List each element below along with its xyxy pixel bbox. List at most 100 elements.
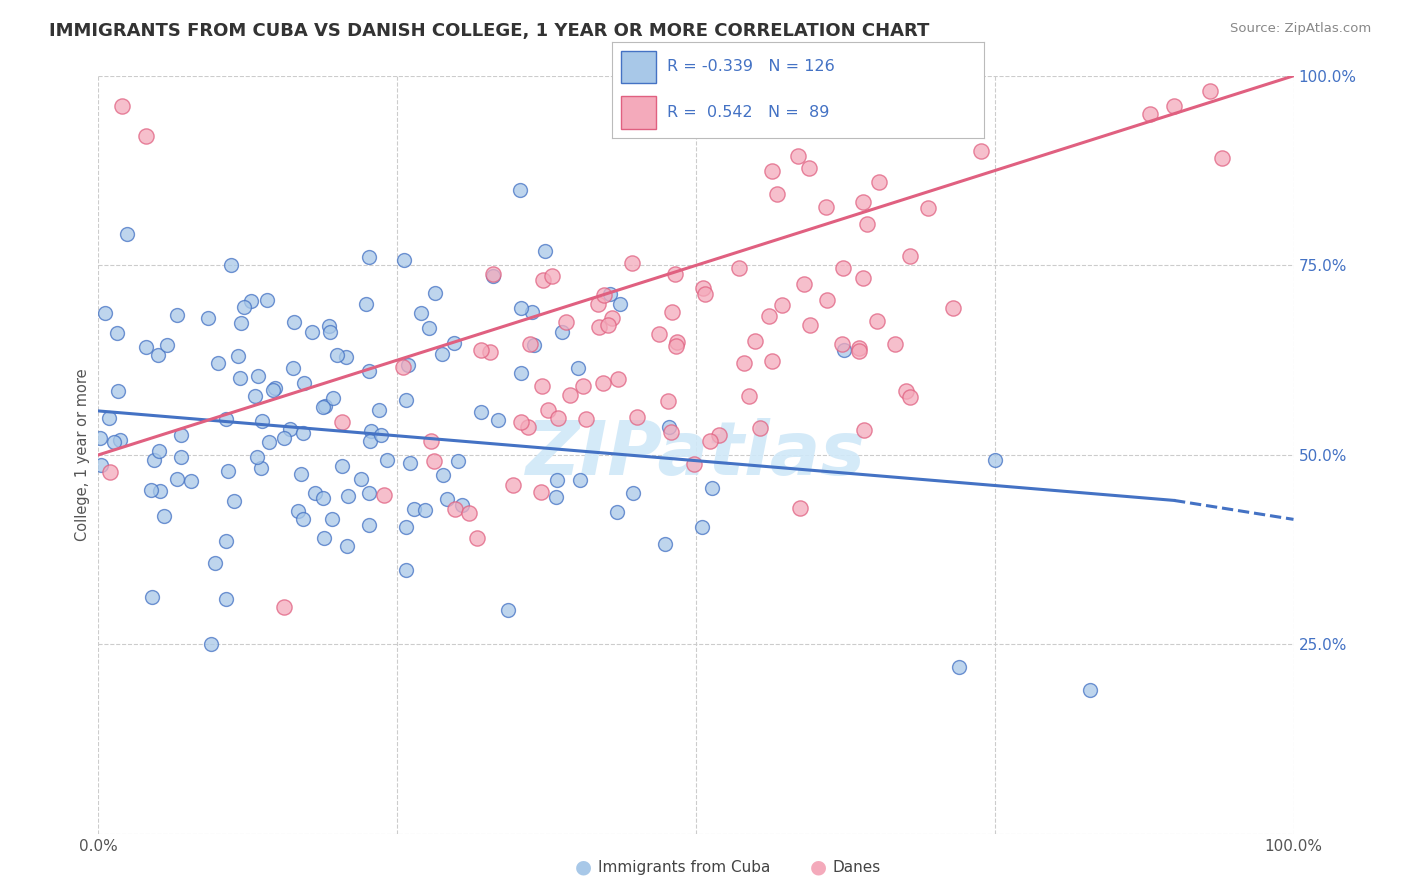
Point: [898, 390, 921, 404]
Point: [259, 435, 281, 450]
Point: [98, 465, 122, 479]
Point: [156, 338, 179, 352]
Point: [896, 384, 918, 398]
Bar: [621, 95, 657, 128]
Point: [592, 376, 614, 390]
Point: [115, 227, 138, 242]
Text: Source: ZipAtlas.com: Source: ZipAtlas.com: [1230, 22, 1371, 36]
Point: [375, 452, 398, 467]
Point: [357, 518, 380, 533]
Point: [502, 478, 524, 492]
Point: [94, 306, 117, 320]
Point: [166, 472, 188, 486]
Point: [692, 280, 714, 294]
Text: ●: ●: [810, 857, 827, 877]
Point: [647, 326, 669, 341]
Point: [465, 531, 488, 545]
Point: [336, 489, 359, 503]
Point: [246, 450, 269, 464]
Point: [447, 454, 470, 468]
Point: [217, 464, 239, 478]
Point: [482, 268, 505, 283]
Point: [917, 202, 939, 216]
Point: [530, 379, 553, 393]
Point: [761, 354, 783, 368]
Point: [572, 378, 595, 392]
Text: Danes: Danes: [832, 860, 880, 874]
Point: [898, 249, 921, 263]
Point: [395, 520, 418, 534]
Point: [359, 434, 381, 449]
Point: [869, 175, 891, 189]
Point: [815, 293, 838, 308]
Point: [322, 391, 344, 405]
Point: [330, 458, 353, 473]
Point: [596, 318, 619, 332]
Point: [243, 389, 266, 403]
Point: [425, 286, 447, 301]
Point: [319, 325, 342, 339]
Point: [336, 539, 359, 553]
Point: [326, 348, 349, 362]
Point: [700, 482, 723, 496]
Point: [984, 453, 1007, 467]
Point: [626, 410, 648, 425]
Point: [848, 344, 870, 359]
Point: [588, 320, 610, 334]
Point: [948, 660, 970, 674]
Point: [509, 182, 531, 196]
Point: [699, 434, 721, 448]
Point: [657, 394, 679, 409]
Point: [530, 485, 553, 500]
Point: [540, 268, 562, 283]
Point: [470, 343, 492, 358]
Point: [105, 326, 128, 341]
Point: [510, 301, 533, 315]
Point: [558, 388, 581, 402]
Point: [262, 383, 284, 397]
Point: [413, 503, 436, 517]
Point: [905, 107, 928, 121]
Point: [1139, 107, 1161, 121]
Point: [226, 349, 249, 363]
Point: [510, 415, 533, 429]
Point: [370, 428, 392, 442]
Point: [832, 343, 855, 357]
Point: [600, 311, 623, 326]
Point: [249, 461, 271, 475]
Point: [395, 563, 418, 577]
Point: [544, 490, 567, 504]
Point: [103, 435, 125, 450]
Point: [567, 360, 589, 375]
Point: [537, 403, 560, 417]
Point: [335, 351, 357, 365]
Point: [420, 434, 443, 448]
Point: [354, 297, 377, 311]
Point: [547, 411, 569, 425]
Point: [444, 502, 467, 516]
Point: [443, 335, 465, 350]
Point: [89, 432, 111, 446]
Point: [555, 315, 578, 329]
Point: [728, 260, 751, 275]
Point: [107, 384, 129, 399]
Point: [666, 334, 689, 349]
Point: [204, 556, 226, 570]
Point: [148, 348, 170, 362]
Point: [690, 520, 713, 534]
Point: [411, 305, 433, 319]
Point: [330, 415, 353, 429]
Point: [654, 537, 676, 551]
Point: [402, 502, 425, 516]
Point: [432, 468, 454, 483]
Point: [496, 603, 519, 617]
Point: [135, 340, 157, 354]
Point: [551, 325, 574, 339]
Point: [1199, 84, 1222, 98]
Point: [292, 425, 315, 440]
Point: [665, 339, 688, 353]
Point: [970, 145, 993, 159]
Point: [588, 296, 610, 310]
Point: [357, 485, 380, 500]
Point: [312, 401, 335, 415]
